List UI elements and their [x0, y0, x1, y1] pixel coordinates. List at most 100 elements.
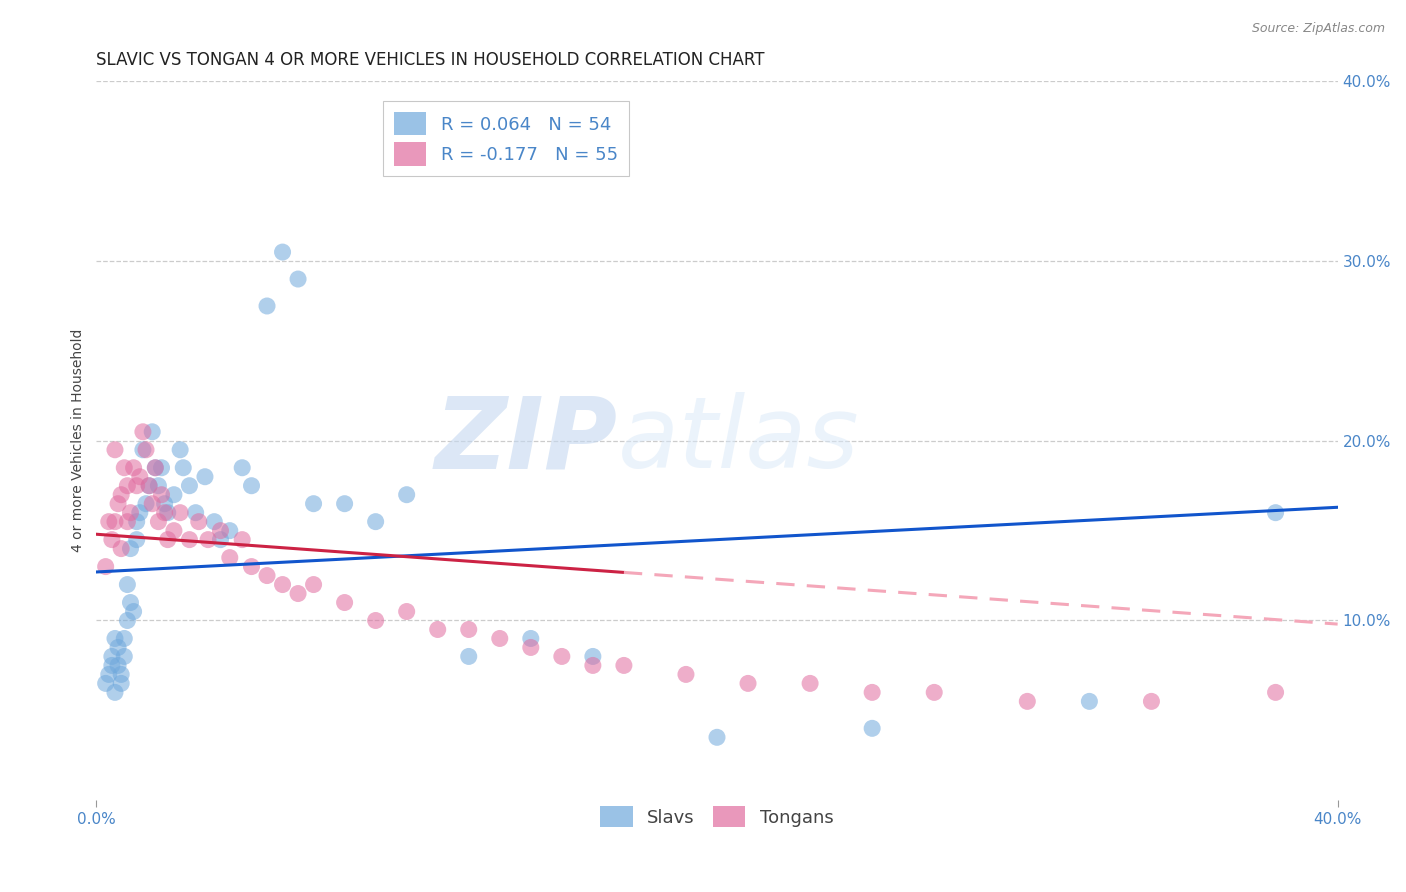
- Point: [287, 586, 309, 600]
- Point: [94, 559, 117, 574]
- Point: [395, 605, 418, 619]
- Point: [364, 515, 387, 529]
- Point: [104, 632, 127, 646]
- Point: [101, 658, 124, 673]
- Point: [1264, 506, 1286, 520]
- Point: [110, 541, 132, 556]
- Point: [184, 506, 207, 520]
- Point: [125, 515, 148, 529]
- Point: [107, 658, 129, 673]
- Y-axis label: 4 or more Vehicles in Household: 4 or more Vehicles in Household: [72, 329, 86, 552]
- Point: [112, 632, 135, 646]
- Point: [125, 533, 148, 547]
- Point: [107, 497, 129, 511]
- Point: [169, 442, 191, 457]
- Point: [302, 497, 325, 511]
- Point: [110, 488, 132, 502]
- Point: [218, 550, 240, 565]
- Point: [860, 685, 883, 699]
- Point: [135, 442, 157, 457]
- Point: [520, 640, 543, 655]
- Point: [128, 469, 150, 483]
- Point: [1017, 694, 1039, 708]
- Point: [209, 524, 232, 538]
- Point: [457, 649, 479, 664]
- Point: [110, 676, 132, 690]
- Point: [117, 479, 139, 493]
- Point: [922, 685, 945, 699]
- Point: [148, 515, 170, 529]
- Point: [153, 506, 176, 520]
- Point: [141, 497, 163, 511]
- Text: atlas: atlas: [617, 392, 859, 490]
- Point: [194, 469, 217, 483]
- Point: [256, 568, 278, 582]
- Point: [122, 460, 145, 475]
- Text: Source: ZipAtlas.com: Source: ZipAtlas.com: [1251, 22, 1385, 36]
- Point: [240, 559, 263, 574]
- Point: [150, 488, 173, 502]
- Point: [333, 595, 356, 609]
- Point: [737, 676, 759, 690]
- Point: [148, 479, 170, 493]
- Text: SLAVIC VS TONGAN 4 OR MORE VEHICLES IN HOUSEHOLD CORRELATION CHART: SLAVIC VS TONGAN 4 OR MORE VEHICLES IN H…: [97, 51, 765, 69]
- Point: [179, 479, 201, 493]
- Point: [128, 506, 150, 520]
- Point: [1078, 694, 1101, 708]
- Point: [135, 497, 157, 511]
- Point: [172, 460, 194, 475]
- Point: [426, 623, 449, 637]
- Point: [333, 497, 356, 511]
- Point: [197, 533, 219, 547]
- Point: [125, 479, 148, 493]
- Point: [218, 524, 240, 538]
- Point: [187, 515, 209, 529]
- Point: [287, 272, 309, 286]
- Point: [706, 731, 728, 745]
- Point: [520, 632, 543, 646]
- Point: [231, 533, 253, 547]
- Text: ZIP: ZIP: [434, 392, 617, 490]
- Point: [104, 685, 127, 699]
- Point: [132, 425, 155, 439]
- Point: [488, 632, 510, 646]
- Point: [138, 479, 160, 493]
- Point: [117, 515, 139, 529]
- Point: [163, 488, 186, 502]
- Point: [231, 460, 253, 475]
- Point: [1140, 694, 1163, 708]
- Point: [104, 442, 127, 457]
- Point: [117, 614, 139, 628]
- Point: [240, 479, 263, 493]
- Point: [97, 667, 120, 681]
- Point: [107, 640, 129, 655]
- Point: [143, 460, 166, 475]
- Point: [94, 676, 117, 690]
- Point: [120, 541, 142, 556]
- Point: [613, 658, 636, 673]
- Point: [256, 299, 278, 313]
- Point: [395, 488, 418, 502]
- Point: [104, 515, 127, 529]
- Point: [156, 533, 179, 547]
- Point: [110, 667, 132, 681]
- Point: [101, 649, 124, 664]
- Point: [1264, 685, 1286, 699]
- Point: [209, 533, 232, 547]
- Point: [860, 722, 883, 736]
- Point: [202, 515, 225, 529]
- Point: [457, 623, 479, 637]
- Point: [302, 577, 325, 591]
- Point: [153, 497, 176, 511]
- Point: [582, 658, 605, 673]
- Point: [551, 649, 574, 664]
- Point: [120, 595, 142, 609]
- Point: [141, 425, 163, 439]
- Point: [271, 577, 294, 591]
- Point: [112, 649, 135, 664]
- Legend: Slavs, Tongans: Slavs, Tongans: [593, 799, 841, 834]
- Point: [112, 460, 135, 475]
- Point: [120, 506, 142, 520]
- Point: [271, 245, 294, 260]
- Point: [799, 676, 821, 690]
